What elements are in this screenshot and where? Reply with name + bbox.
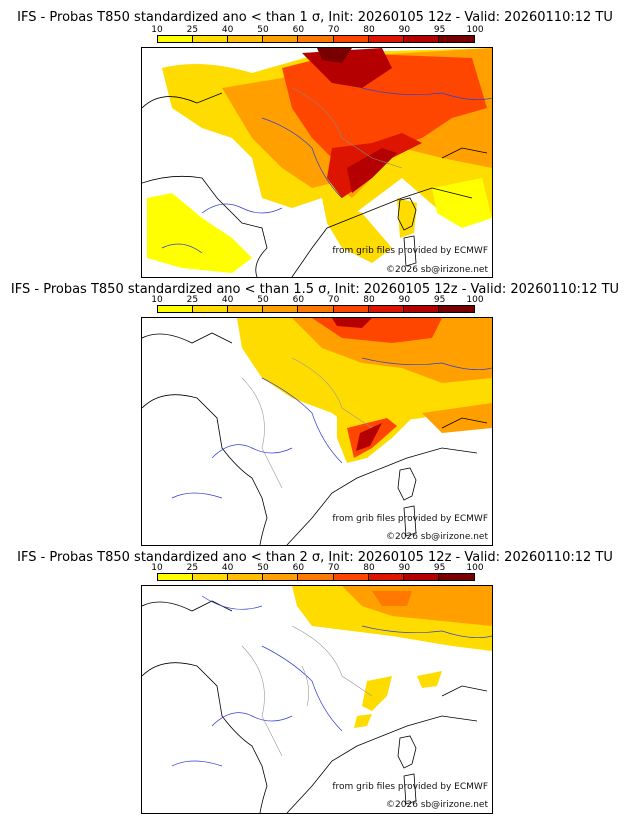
legend-label: 25 bbox=[186, 25, 199, 35]
legend-swatch bbox=[298, 306, 334, 312]
legend-label: 50 bbox=[257, 295, 269, 305]
legend-label: 60 bbox=[292, 25, 305, 35]
legend-swatch bbox=[438, 36, 474, 42]
probability-map: from grib files provided by ECMWF ©2026 … bbox=[141, 317, 493, 546]
map-graphic bbox=[142, 318, 492, 545]
legend-swatch bbox=[193, 306, 229, 312]
legend-label: 90 bbox=[398, 295, 411, 305]
legend-label: 95 bbox=[433, 295, 446, 305]
legend-label: 80 bbox=[363, 25, 375, 35]
legend-label: 100 bbox=[466, 295, 484, 305]
legend-swatch bbox=[403, 574, 439, 580]
legend-label: 90 bbox=[398, 25, 411, 35]
legend-swatch bbox=[368, 36, 404, 42]
legend-bar bbox=[157, 305, 475, 313]
legend-swatch bbox=[158, 36, 194, 42]
legend-label: 10 bbox=[151, 295, 163, 305]
legend-label: 60 bbox=[292, 563, 305, 573]
panel-3: IFS - Probas T850 standardized ano < tha… bbox=[0, 546, 630, 828]
panel-title: IFS - Probas T850 standardized ano < tha… bbox=[17, 550, 613, 565]
legend-swatch bbox=[193, 36, 229, 42]
legend-label: 95 bbox=[433, 25, 446, 35]
probability-map: from grib files provided by ECMWF ©2026 … bbox=[141, 585, 493, 814]
legend-label: 25 bbox=[186, 295, 199, 305]
copyright: ©2026 sb@irizone.net bbox=[386, 800, 488, 810]
legend-label: 10 bbox=[151, 563, 163, 573]
panel-1: IFS - Probas T850 standardized ano < tha… bbox=[0, 0, 630, 278]
color-legend: 10 25 40 50 60 70 80 90 95 100 bbox=[151, 563, 484, 585]
legend-swatch bbox=[368, 306, 404, 312]
legend-label: 100 bbox=[466, 563, 484, 573]
map-graphic bbox=[142, 48, 492, 277]
legend-swatch bbox=[333, 306, 369, 312]
legend-swatch bbox=[263, 306, 299, 312]
legend-label: 80 bbox=[363, 295, 375, 305]
legend-swatch bbox=[263, 36, 299, 42]
panel-title: IFS - Probas T850 standardized ano < tha… bbox=[17, 10, 613, 25]
panel-2: IFS - Probas T850 standardized ano < tha… bbox=[0, 278, 630, 546]
legend-swatch bbox=[158, 574, 194, 580]
legend-swatch bbox=[333, 574, 369, 580]
legend-labels: 10 25 40 50 60 70 80 90 95 100 bbox=[151, 25, 483, 35]
source-credit: from grib files provided by ECMWF bbox=[332, 246, 488, 256]
legend-swatch bbox=[228, 36, 264, 42]
legend-label: 95 bbox=[433, 563, 446, 573]
legend-swatch bbox=[193, 574, 229, 580]
legend-label: 40 bbox=[221, 563, 234, 573]
color-legend: 10 25 40 50 60 70 80 90 95 100 bbox=[151, 25, 484, 47]
source-credit: from grib files provided by ECMWF bbox=[332, 782, 488, 792]
copyright: ©2026 sb@irizone.net bbox=[386, 265, 488, 275]
legend-swatch bbox=[158, 306, 194, 312]
legend-bar bbox=[157, 35, 475, 43]
legend-label: 100 bbox=[466, 25, 484, 35]
legend-swatch bbox=[368, 574, 404, 580]
legend-label: 10 bbox=[151, 25, 163, 35]
legend-label: 70 bbox=[327, 563, 340, 573]
legend-swatch bbox=[403, 306, 439, 312]
legend-label: 25 bbox=[186, 563, 199, 573]
legend-label: 50 bbox=[257, 563, 269, 573]
legend-label: 80 bbox=[363, 563, 375, 573]
legend-label: 50 bbox=[257, 25, 269, 35]
legend-swatch bbox=[333, 36, 369, 42]
legend-swatch bbox=[438, 306, 474, 312]
panel-title: IFS - Probas T850 standardized ano < tha… bbox=[10, 282, 620, 297]
legend-label: 90 bbox=[398, 563, 411, 573]
legend-swatch bbox=[298, 574, 334, 580]
legend-label: 40 bbox=[221, 25, 234, 35]
legend-label: 70 bbox=[327, 295, 340, 305]
legend-label: 60 bbox=[292, 295, 305, 305]
legend-swatch bbox=[298, 36, 334, 42]
source-credit: from grib files provided by ECMWF bbox=[332, 514, 488, 524]
probability-map: from grib files provided by ECMWF ©2026 … bbox=[141, 47, 493, 278]
legend-swatch bbox=[403, 36, 439, 42]
legend-labels: 10 25 40 50 60 70 80 90 95 100 bbox=[151, 563, 483, 573]
legend-swatch bbox=[263, 574, 299, 580]
legend-swatch bbox=[228, 574, 264, 580]
map-graphic bbox=[142, 586, 492, 813]
legend-swatch bbox=[438, 574, 474, 580]
legend-bar bbox=[157, 573, 475, 581]
legend-swatch bbox=[228, 306, 264, 312]
legend-labels: 10 25 40 50 60 70 80 90 95 100 bbox=[151, 295, 483, 305]
color-legend: 10 25 40 50 60 70 80 90 95 100 bbox=[151, 295, 484, 317]
legend-label: 70 bbox=[327, 25, 340, 35]
copyright: ©2026 sb@irizone.net bbox=[386, 532, 488, 542]
legend-label: 40 bbox=[221, 295, 234, 305]
